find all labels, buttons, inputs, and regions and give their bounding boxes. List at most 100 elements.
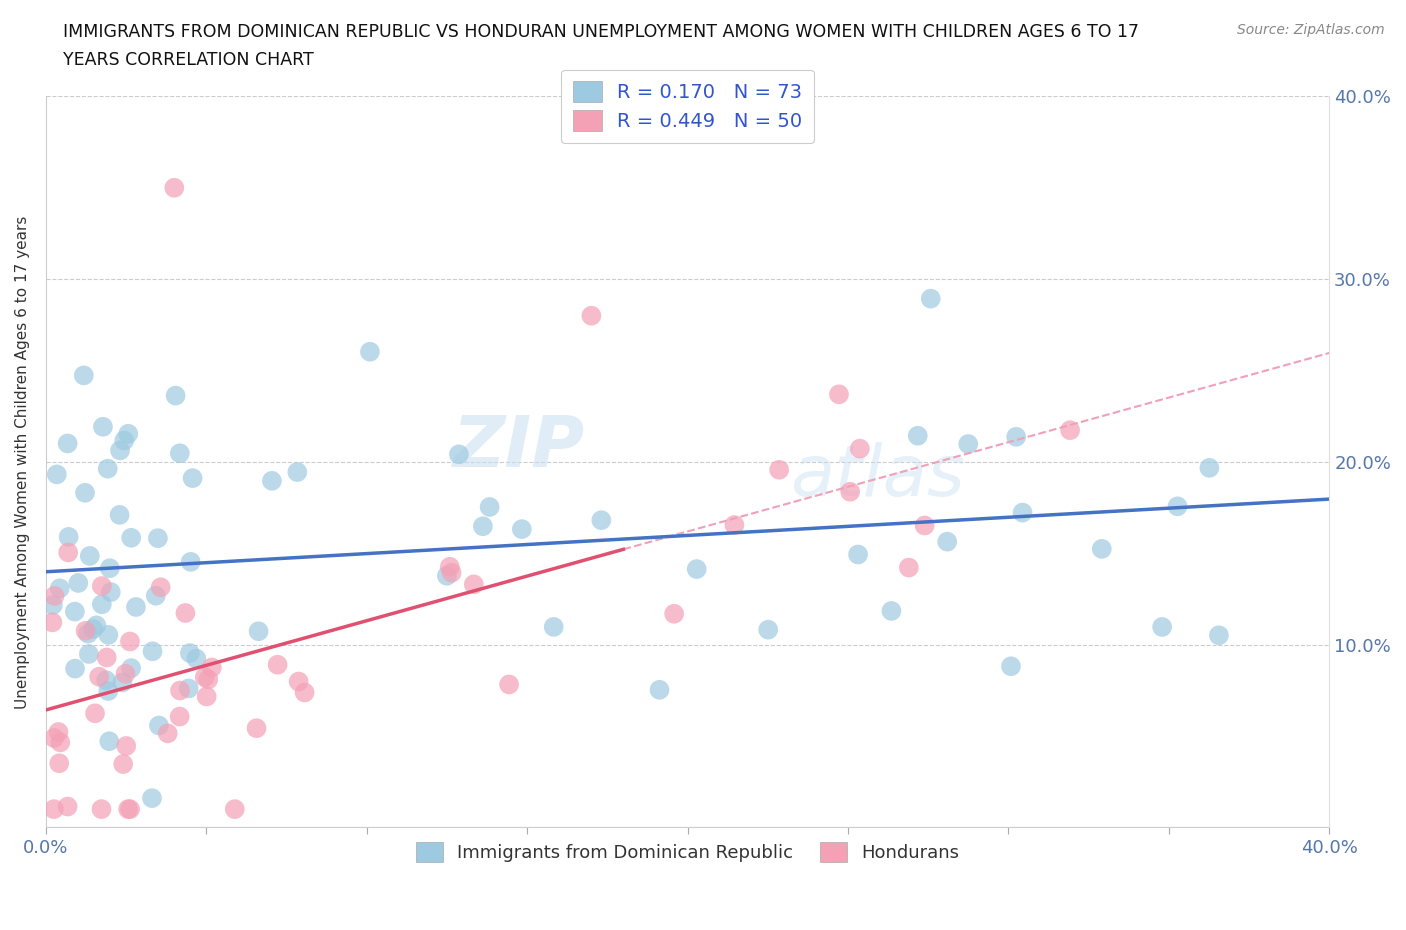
Point <box>108 508 131 523</box>
Point <box>294 685 316 700</box>
Legend: Immigrants from Dominican Republic, Hondurans: Immigrants from Dominican Republic, Hond… <box>408 835 967 870</box>
Point <box>849 441 872 456</box>
Point <box>1091 541 1114 556</box>
Point <box>1152 619 1174 634</box>
Point <box>1011 505 1033 520</box>
Point <box>201 660 224 675</box>
Point <box>181 471 204 485</box>
Point <box>662 606 685 621</box>
Point <box>118 634 141 649</box>
Point <box>828 387 851 402</box>
Point <box>41 615 63 630</box>
Point <box>285 465 308 480</box>
Point <box>478 499 501 514</box>
Point <box>90 802 112 817</box>
Point <box>149 579 172 594</box>
Point <box>169 445 191 460</box>
Point <box>723 518 745 533</box>
Point <box>1005 430 1028 445</box>
Point <box>112 433 135 448</box>
Point <box>169 709 191 724</box>
Point <box>1059 423 1081 438</box>
Point <box>169 683 191 698</box>
Point <box>1198 460 1220 475</box>
Point <box>120 802 142 817</box>
Point <box>846 547 869 562</box>
Point <box>56 436 79 451</box>
Point <box>440 565 463 580</box>
Point <box>174 605 197 620</box>
Point <box>82 621 104 636</box>
Point <box>84 706 107 721</box>
Point <box>880 604 903 618</box>
Point <box>97 628 120 643</box>
Point <box>957 436 980 451</box>
Point <box>77 626 100 641</box>
Point <box>112 757 135 772</box>
Point <box>686 562 709 577</box>
Point <box>439 559 461 574</box>
Point <box>914 518 936 533</box>
Point <box>224 802 246 817</box>
Point <box>148 718 170 733</box>
Point <box>186 651 208 666</box>
Point <box>49 581 72 596</box>
Point <box>63 661 86 676</box>
Point <box>94 672 117 687</box>
Point <box>77 646 100 661</box>
Point <box>56 799 79 814</box>
Point <box>75 623 97 638</box>
Point <box>471 519 494 534</box>
Point <box>79 549 101 564</box>
Point <box>48 756 70 771</box>
Point <box>156 726 179 741</box>
Point <box>90 578 112 593</box>
Point <box>100 585 122 600</box>
Point <box>163 180 186 195</box>
Point <box>145 589 167 604</box>
Point <box>768 462 790 477</box>
Point <box>73 485 96 500</box>
Point <box>498 677 520 692</box>
Point <box>125 600 148 615</box>
Point <box>839 485 862 499</box>
Point <box>359 344 381 359</box>
Point <box>897 560 920 575</box>
Point <box>756 622 779 637</box>
Point <box>120 660 142 675</box>
Point <box>117 426 139 441</box>
Point <box>90 597 112 612</box>
Point <box>45 467 67 482</box>
Text: YEARS CORRELATION CHART: YEARS CORRELATION CHART <box>63 51 314 69</box>
Point <box>179 645 201 660</box>
Point <box>447 447 470 462</box>
Point <box>97 461 120 476</box>
Point <box>56 545 79 560</box>
Point <box>86 618 108 632</box>
Point <box>247 624 270 639</box>
Point <box>44 589 66 604</box>
Point <box>141 790 163 805</box>
Text: IMMIGRANTS FROM DOMINICAN REPUBLIC VS HONDURAN UNEMPLOYMENT AMONG WOMEN WITH CHI: IMMIGRANTS FROM DOMINICAN REPUBLIC VS HO… <box>63 23 1139 41</box>
Point <box>194 670 217 684</box>
Point <box>907 429 929 444</box>
Point <box>115 738 138 753</box>
Point <box>141 644 163 658</box>
Point <box>108 443 131 458</box>
Point <box>111 675 134 690</box>
Point <box>165 388 187 403</box>
Point <box>96 650 118 665</box>
Point <box>73 368 96 383</box>
Point <box>920 291 942 306</box>
Point <box>510 522 533 537</box>
Point <box>1208 628 1230 643</box>
Point <box>195 689 218 704</box>
Point <box>120 530 142 545</box>
Point <box>648 683 671 698</box>
Text: ZIP: ZIP <box>453 413 585 482</box>
Point <box>117 802 139 817</box>
Point <box>1000 658 1022 673</box>
Point <box>260 473 283 488</box>
Point <box>42 598 65 613</box>
Point <box>48 724 70 739</box>
